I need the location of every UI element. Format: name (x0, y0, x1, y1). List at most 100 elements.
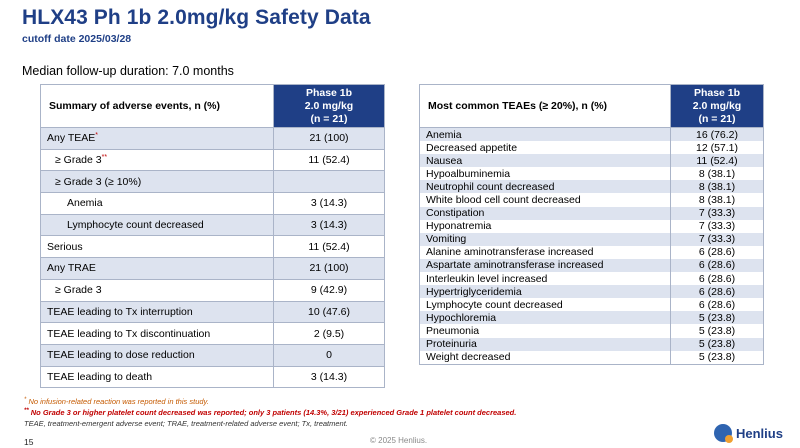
table-row: Proteinuria 5 (23.8) (419, 337, 764, 351)
row-value: 3 (14.3) (273, 192, 385, 215)
row-label: TEAE leading to Tx discontinuation (40, 322, 274, 345)
row-label: Interleukin level increased (419, 272, 671, 286)
row-value: 3 (14.3) (273, 365, 385, 389)
row-label: Hyponatremia (419, 219, 671, 233)
row-value: 21 (100) (273, 127, 385, 150)
row-label: Hypertriglyceridemia (419, 285, 671, 299)
row-value: 8 (38.1) (670, 193, 764, 207)
col-dose: 2.0 mg/kg (692, 99, 742, 112)
row-value: 5 (23.8) (670, 350, 764, 365)
table-row: ≥ Grade 3** 11 (52.4) (40, 148, 385, 172)
table-row: Lymphocyte count decreased 3 (14.3) (40, 213, 385, 237)
table-row: Any TRAE 21 (100) (40, 257, 385, 280)
row-label: Pneumonia (419, 324, 671, 338)
table-row: Vomiting 7 (33.3) (419, 232, 764, 246)
row-value: 3 (14.3) (273, 213, 385, 237)
logo-text: Henlius (736, 425, 783, 441)
row-value: 6 (28.6) (670, 245, 764, 259)
row-value: 6 (28.6) (670, 285, 764, 299)
row-label: Lymphocyte count decreased (419, 298, 671, 312)
row-label: TEAE leading to dose reduction (40, 343, 274, 367)
row-label: TEAE leading to Tx interruption (40, 300, 274, 324)
row-value: 6 (28.6) (670, 272, 764, 286)
teae-header-label: Most common TEAEs (≥ 20%), n (%) (419, 84, 671, 128)
row-value: 11 (52.4) (273, 148, 385, 172)
table-row: Hypochloremia 5 (23.8) (419, 311, 764, 325)
teae-header-column: Phase 1b 2.0 mg/kg (n = 21) (670, 84, 764, 128)
row-label: Weight decreased (419, 350, 671, 365)
row-label: Any TEAE* (40, 127, 274, 150)
footnote-mark: * (24, 397, 27, 403)
col-phase: Phase 1b (693, 86, 741, 99)
row-label: Nausea (419, 154, 671, 168)
row-value (273, 170, 385, 194)
table-row: Alanine aminotransferase increased 6 (28.… (419, 245, 764, 259)
row-value: 8 (38.1) (670, 180, 764, 194)
row-value: 6 (28.6) (670, 298, 764, 312)
row-label: Serious (40, 235, 274, 259)
row-label: Aspartate aminotransferase increased (419, 258, 671, 273)
table-row: Neutrophil count decreased 8 (38.1) (419, 180, 764, 194)
col-n: (n = 21) (310, 112, 348, 125)
row-value: 9 (42.9) (273, 278, 385, 302)
table-row: TEAE leading to death 3 (14.3) (40, 365, 385, 389)
row-value: 6 (28.6) (670, 258, 764, 273)
footnote-mark: ** (101, 154, 108, 162)
table-row: ≥ Grade 3 (≥ 10%) (40, 170, 385, 194)
table-row: Aspartate aminotransferase increased 6 (2… (419, 258, 764, 273)
summary-header-column: Phase 1b 2.0 mg/kg (n = 21) (273, 84, 385, 128)
footnote-platelet: ** No Grade 3 or higher platelet count d… (24, 408, 516, 417)
row-label: ≥ Grade 3** (40, 148, 274, 172)
common-teaes-table: Most common TEAEs (≥ 20%), n (%) Phase 1… (419, 84, 764, 365)
adverse-events-summary-table: Summary of adverse events, n (%) Phase 1… (40, 84, 385, 389)
table-row: Serious 11 (52.4) (40, 235, 385, 259)
row-value: 21 (100) (273, 257, 385, 280)
col-n: (n = 21) (698, 112, 736, 125)
col-phase: Phase 1b (305, 86, 353, 99)
row-value: 2 (9.5) (273, 322, 385, 345)
row-value: 7 (33.3) (670, 219, 764, 233)
row-label: Lymphocyte count decreased (40, 213, 274, 237)
row-value: 12 (57.1) (670, 141, 764, 155)
table-row: Anemia 16 (76.2) (419, 127, 764, 142)
table-row: Constipation 7 (33.3) (419, 206, 764, 220)
row-label: ≥ Grade 3 (≥ 10%) (40, 170, 274, 194)
row-label: Vomiting (419, 232, 671, 246)
row-label: Constipation (419, 206, 671, 220)
row-label: Any TRAE (40, 257, 274, 280)
table-row: Hyponatremia 7 (33.3) (419, 219, 764, 233)
row-value: 7 (33.3) (670, 206, 764, 220)
table-row: TEAE leading to Tx interruption 10 (47.6) (40, 300, 385, 324)
row-label: White blood cell count decreased (419, 193, 671, 207)
table-row: TEAE leading to dose reduction 0 (40, 343, 385, 367)
henlius-logo: Henlius (714, 424, 783, 443)
table-row: Pneumonia 5 (23.8) (419, 324, 764, 338)
row-label: Proteinuria (419, 337, 671, 351)
footnote-abbreviations: TEAE, treatment-emergent adverse event; … (24, 419, 348, 428)
table-row: Any TEAE* 21 (100) (40, 127, 385, 150)
row-label: Anemia (419, 127, 671, 142)
row-label: ≥ Grade 3 (40, 278, 274, 302)
page-title: HLX43 Ph 1b 2.0mg/kg Safety Data (22, 6, 371, 29)
row-value: 7 (33.3) (670, 232, 764, 246)
table-row: Hypertriglyceridemia 6 (28.6) (419, 285, 764, 299)
row-value: 5 (23.8) (670, 324, 764, 338)
table-row: Anemia 3 (14.3) (40, 192, 385, 215)
logo-icon (714, 424, 733, 443)
col-dose: 2.0 mg/kg (304, 99, 354, 112)
table-row: Interleukin level increased 6 (28.6) (419, 272, 764, 286)
table-row: Lymphocyte count decreased 6 (28.6) (419, 298, 764, 312)
table-row: Weight decreased 5 (23.8) (419, 350, 764, 365)
row-label: Neutrophil count decreased (419, 180, 671, 194)
row-value: 5 (23.8) (670, 337, 764, 351)
footnote-mark: ** (24, 408, 29, 414)
row-value: 5 (23.8) (670, 311, 764, 325)
row-label: Anemia (40, 192, 274, 215)
table-row: Hypoalbuminemia 8 (38.1) (419, 167, 764, 181)
table-row: White blood cell count decreased 8 (38.1) (419, 193, 764, 207)
row-value: 8 (38.1) (670, 167, 764, 181)
footnote-mark: * (95, 132, 98, 140)
row-label: Decreased appetite (419, 141, 671, 155)
table-row: Nausea 11 (52.4) (419, 154, 764, 168)
